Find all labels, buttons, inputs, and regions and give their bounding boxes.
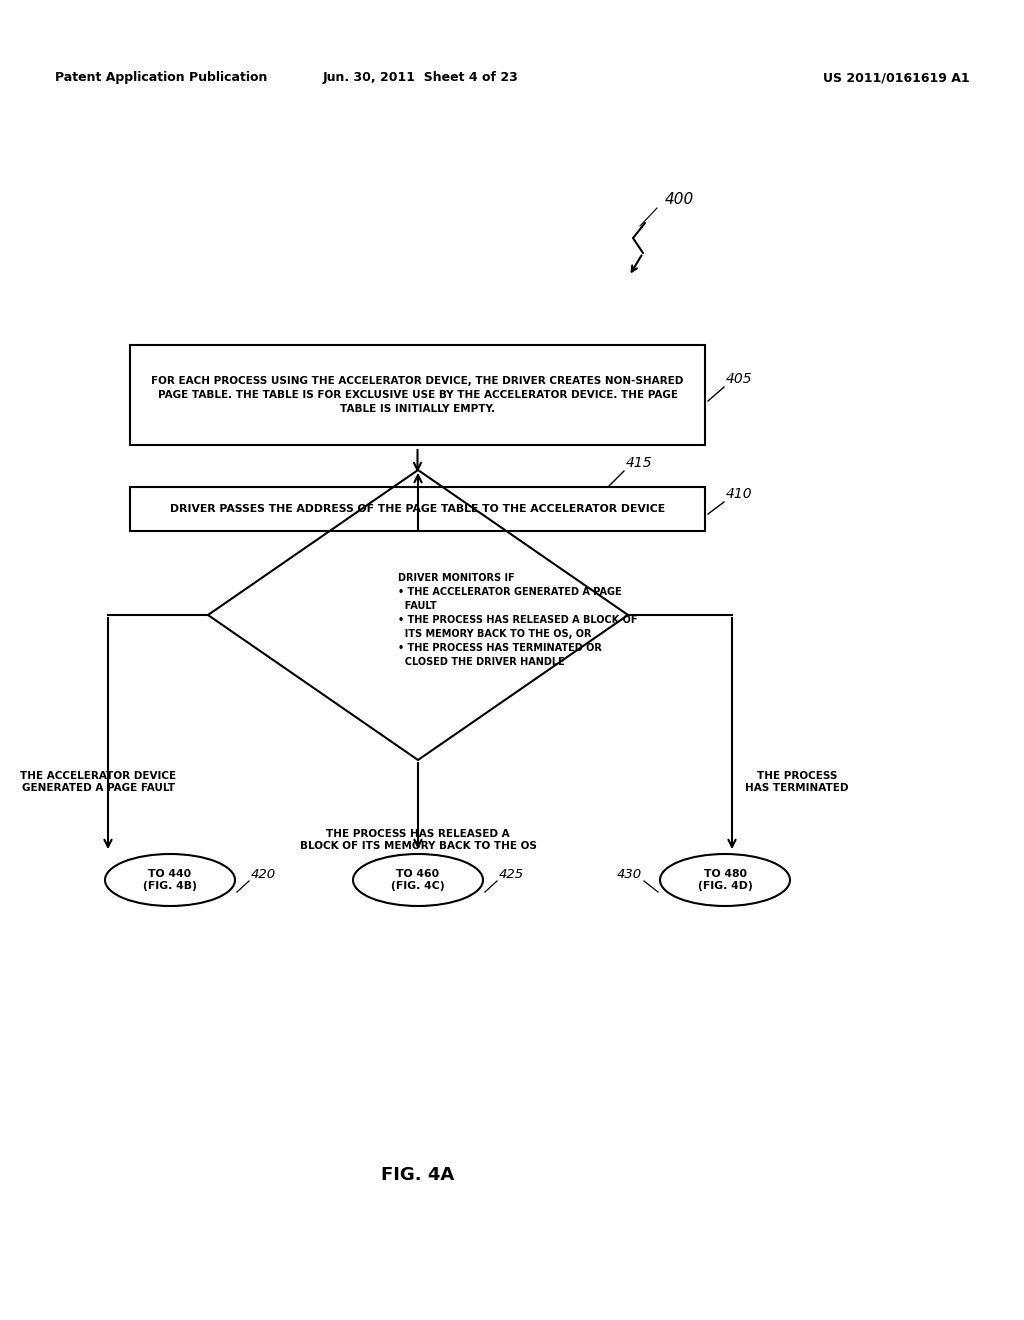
Ellipse shape xyxy=(660,854,790,906)
Bar xyxy=(130,487,705,531)
Text: DRIVER PASSES THE ADDRESS OF THE PAGE TABLE TO THE ACCELERATOR DEVICE: DRIVER PASSES THE ADDRESS OF THE PAGE TA… xyxy=(170,504,665,513)
Text: 405: 405 xyxy=(726,372,753,385)
Text: THE ACCELERATOR DEVICE
GENERATED A PAGE FAULT: THE ACCELERATOR DEVICE GENERATED A PAGE … xyxy=(19,771,176,793)
Text: US 2011/0161619 A1: US 2011/0161619 A1 xyxy=(823,71,970,84)
Text: FIG. 4A: FIG. 4A xyxy=(381,1166,455,1184)
Text: FOR EACH PROCESS USING THE ACCELERATOR DEVICE, THE DRIVER CREATES NON-SHARED
PAG: FOR EACH PROCESS USING THE ACCELERATOR D… xyxy=(152,376,684,414)
Text: 425: 425 xyxy=(499,869,524,880)
Text: 415: 415 xyxy=(626,455,652,470)
Ellipse shape xyxy=(353,854,483,906)
Text: Jun. 30, 2011  Sheet 4 of 23: Jun. 30, 2011 Sheet 4 of 23 xyxy=(323,71,518,84)
Text: DRIVER MONITORS IF
• THE ACCELERATOR GENERATED A PAGE
  FAULT
• THE PROCESS HAS : DRIVER MONITORS IF • THE ACCELERATOR GEN… xyxy=(398,573,638,667)
Text: 430: 430 xyxy=(616,869,642,880)
Text: 400: 400 xyxy=(665,193,694,207)
Ellipse shape xyxy=(105,854,234,906)
Text: TO 480
(FIG. 4D): TO 480 (FIG. 4D) xyxy=(697,869,753,891)
Text: THE PROCESS HAS RELEASED A
BLOCK OF ITS MEMORY BACK TO THE OS: THE PROCESS HAS RELEASED A BLOCK OF ITS … xyxy=(300,829,537,851)
Text: TO 460
(FIG. 4C): TO 460 (FIG. 4C) xyxy=(391,869,444,891)
Text: 420: 420 xyxy=(251,869,276,880)
Bar xyxy=(130,345,705,445)
Text: 410: 410 xyxy=(726,487,753,502)
Text: TO 440
(FIG. 4B): TO 440 (FIG. 4B) xyxy=(143,869,197,891)
Text: THE PROCESS
HAS TERMINATED: THE PROCESS HAS TERMINATED xyxy=(745,771,849,793)
Text: Patent Application Publication: Patent Application Publication xyxy=(55,71,267,84)
